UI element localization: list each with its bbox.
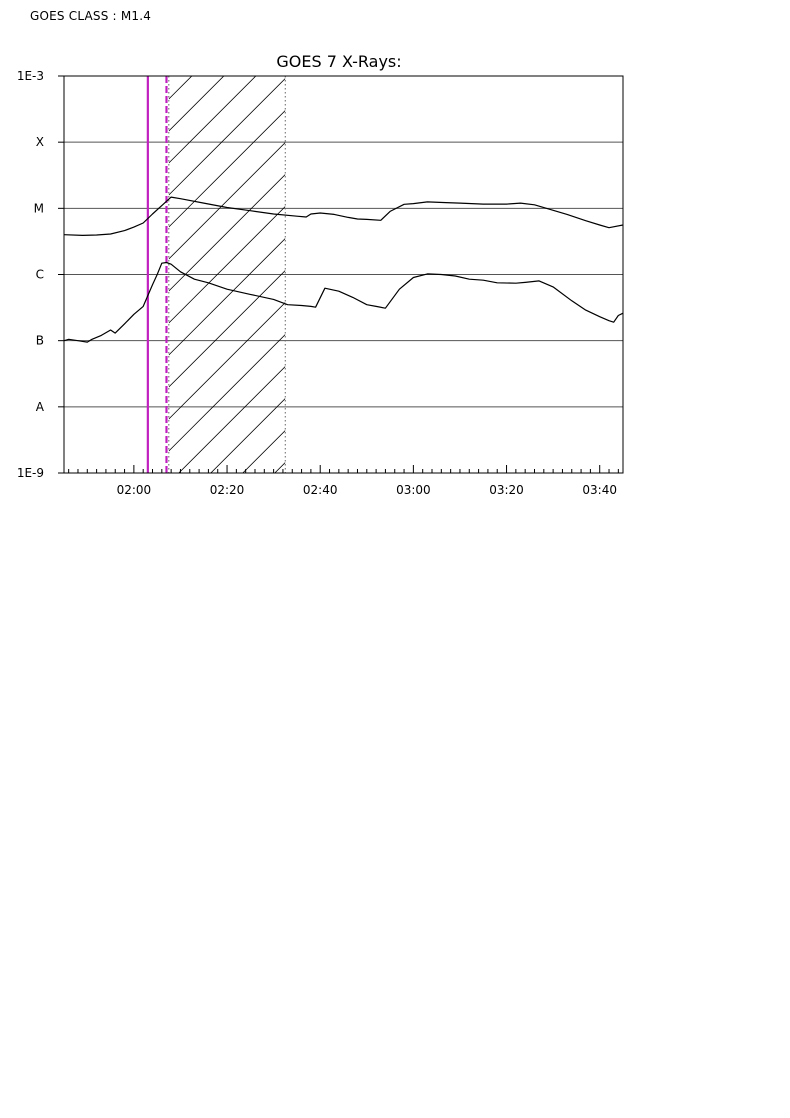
hatch-line (168, 78, 286, 196)
hatch-line (168, 76, 257, 164)
y-tick-label: A (36, 400, 45, 414)
hatch-line (168, 110, 286, 228)
hatch-line (168, 206, 286, 324)
hatch-line (168, 270, 286, 388)
y-tick-label: 1E-9 (17, 466, 44, 480)
y-tick-label: 1E-3 (17, 69, 44, 83)
hatch-line (168, 174, 286, 292)
hatch-line (242, 430, 286, 473)
y-tick-label: X (36, 135, 44, 149)
hatch-line (168, 334, 286, 452)
hatch-line (210, 398, 286, 473)
y-tick-label: M (34, 201, 44, 215)
x-tick-label: 02:40 (303, 483, 338, 497)
hatch-line (168, 238, 286, 356)
y-tick-label: C (36, 268, 44, 282)
x-tick-label: 03:20 (489, 483, 524, 497)
goes-xray-chart: GOES 7 X-Rays: 1E-3 X M C B A 1E-9 02:00 02:20 0… (17, 0, 624, 520)
series-short-channel (64, 261, 623, 343)
x-tick-label: 02:00 (117, 483, 152, 497)
goes-class-label: GOES CLASS : M1.4 (30, 9, 152, 23)
shaded-interval (168, 0, 286, 520)
hatch-line (169, 495, 285, 520)
x-tick-label: 02:20 (210, 483, 245, 497)
series-long-channel (64, 196, 623, 236)
x-tick-label: 03:00 (396, 483, 431, 497)
hatch-line (178, 366, 286, 473)
hatch-line (168, 302, 286, 420)
hatch-line (168, 142, 286, 260)
x-tick-label: 03:40 (582, 483, 617, 497)
hatch-line (169, 0, 285, 67)
hatch-line (168, 76, 225, 132)
hatch-line (169, 0, 285, 3)
hatch-line (168, 76, 193, 100)
y-tick-label: B (36, 334, 44, 348)
chart-title: GOES 7 X-Rays: (276, 52, 401, 71)
hatch-line (169, 0, 285, 35)
